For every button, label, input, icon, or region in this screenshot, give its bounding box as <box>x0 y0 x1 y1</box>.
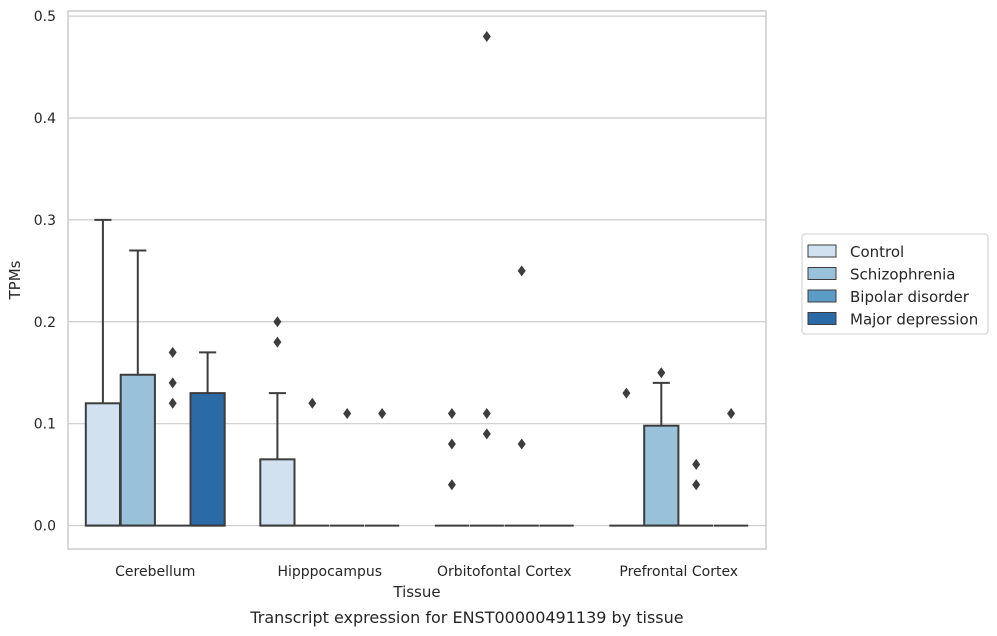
legend-items: Control Schizophrenia Bipolar disorder Majo… <box>807 243 978 329</box>
outlier-point <box>168 377 177 389</box>
box-body <box>643 424 680 527</box>
y-tick-label: 0.3 <box>34 213 56 229</box>
box-prefrontal-cortex-bipolar-disorder <box>679 458 714 527</box>
outlier-point <box>692 458 701 470</box>
outlier-point <box>482 407 491 419</box>
box-orbitofontal-cortex-control <box>434 407 470 527</box>
plot-frame <box>67 10 767 550</box>
outlier-point <box>168 346 177 358</box>
box-hipppocampus-schizophrenia <box>295 397 330 527</box>
outlier-point <box>622 387 631 399</box>
x-axis-title: Tissue <box>392 583 440 601</box>
outlier-point <box>447 438 456 450</box>
outlier-point <box>447 407 456 419</box>
chart-caption: Transcript expression for ENST0000049113… <box>249 608 683 627</box>
box-cerebellum-control <box>84 218 122 527</box>
y-axis-title: TPMs <box>6 260 24 300</box>
x-tick-label: Prefrontal Cortex <box>619 564 738 580</box>
y-tick-label: 0.2 <box>34 315 56 331</box>
outlier-point <box>482 428 491 440</box>
legend-label: Control <box>850 243 904 261</box>
box-cerebellum-schizophrenia <box>119 249 156 527</box>
legend-frame <box>801 233 989 335</box>
box-body <box>189 392 226 527</box>
box-prefrontal-cortex-control <box>609 387 644 527</box>
box-cerebellum-bipolar-disorder <box>155 346 190 527</box>
outlier-point <box>273 316 282 328</box>
box-orbitofontal-cortex-bipolar-disorder <box>504 265 539 527</box>
box-prefrontal-cortex-schizophrenia <box>643 367 680 527</box>
legend: Control Schizophrenia Bipolar disorder Majo… <box>801 233 989 335</box>
box-hipppocampus-control <box>259 316 296 527</box>
outlier-point <box>482 30 491 42</box>
outlier-point <box>727 407 736 419</box>
box-hipppocampus-bipolar-disorder <box>330 407 365 527</box>
outlier-point <box>168 397 177 409</box>
outlier-point <box>517 438 526 450</box>
x-axis-ticks: Cerebellum Hipppocampus Orbitofontal Corte… <box>115 564 738 580</box>
box-prefrontal-cortex-major-depression <box>713 407 749 527</box>
legend-label: Bipolar disorder <box>850 288 970 306</box>
y-tick-label: 0.4 <box>34 111 56 127</box>
x-tick-label: Orbitofontal Cortex <box>437 564 572 580</box>
box-orbitofontal-cortex-schizophrenia <box>469 30 504 527</box>
outlier-point <box>343 407 352 419</box>
box-body <box>119 373 156 527</box>
outlier-point <box>308 397 317 409</box>
legend-label: Schizophrenia <box>850 266 955 284</box>
box-cerebellum-major-depression <box>189 351 226 527</box>
y-axis-ticks: 0.0 0.1 0.2 0.3 0.4 0.5 <box>34 9 56 534</box>
box-body <box>259 458 296 527</box>
y-tick-label: 0.0 <box>34 519 56 535</box>
outlier-point <box>447 479 456 491</box>
x-tick-label: Cerebellum <box>115 564 195 580</box>
outlier-point <box>657 367 666 379</box>
outlier-point <box>692 479 701 491</box>
legend-swatch <box>807 267 837 280</box>
outlier-point <box>378 407 387 419</box>
box-body <box>84 402 122 527</box>
x-tick-label: Hipppocampus <box>277 564 382 580</box>
legend-swatch <box>807 312 837 325</box>
outlier-point <box>273 336 282 348</box>
box-plot-marks <box>84 30 749 527</box>
legend-swatch <box>807 289 837 303</box>
y-tick-label: 0.1 <box>34 417 56 433</box>
box-hipppocampus-major-depression <box>364 407 400 527</box>
legend-swatch <box>807 244 837 258</box>
legend-label: Major depression <box>850 311 978 329</box>
y-tick-label: 0.5 <box>34 9 56 25</box>
outlier-point <box>517 265 526 277</box>
